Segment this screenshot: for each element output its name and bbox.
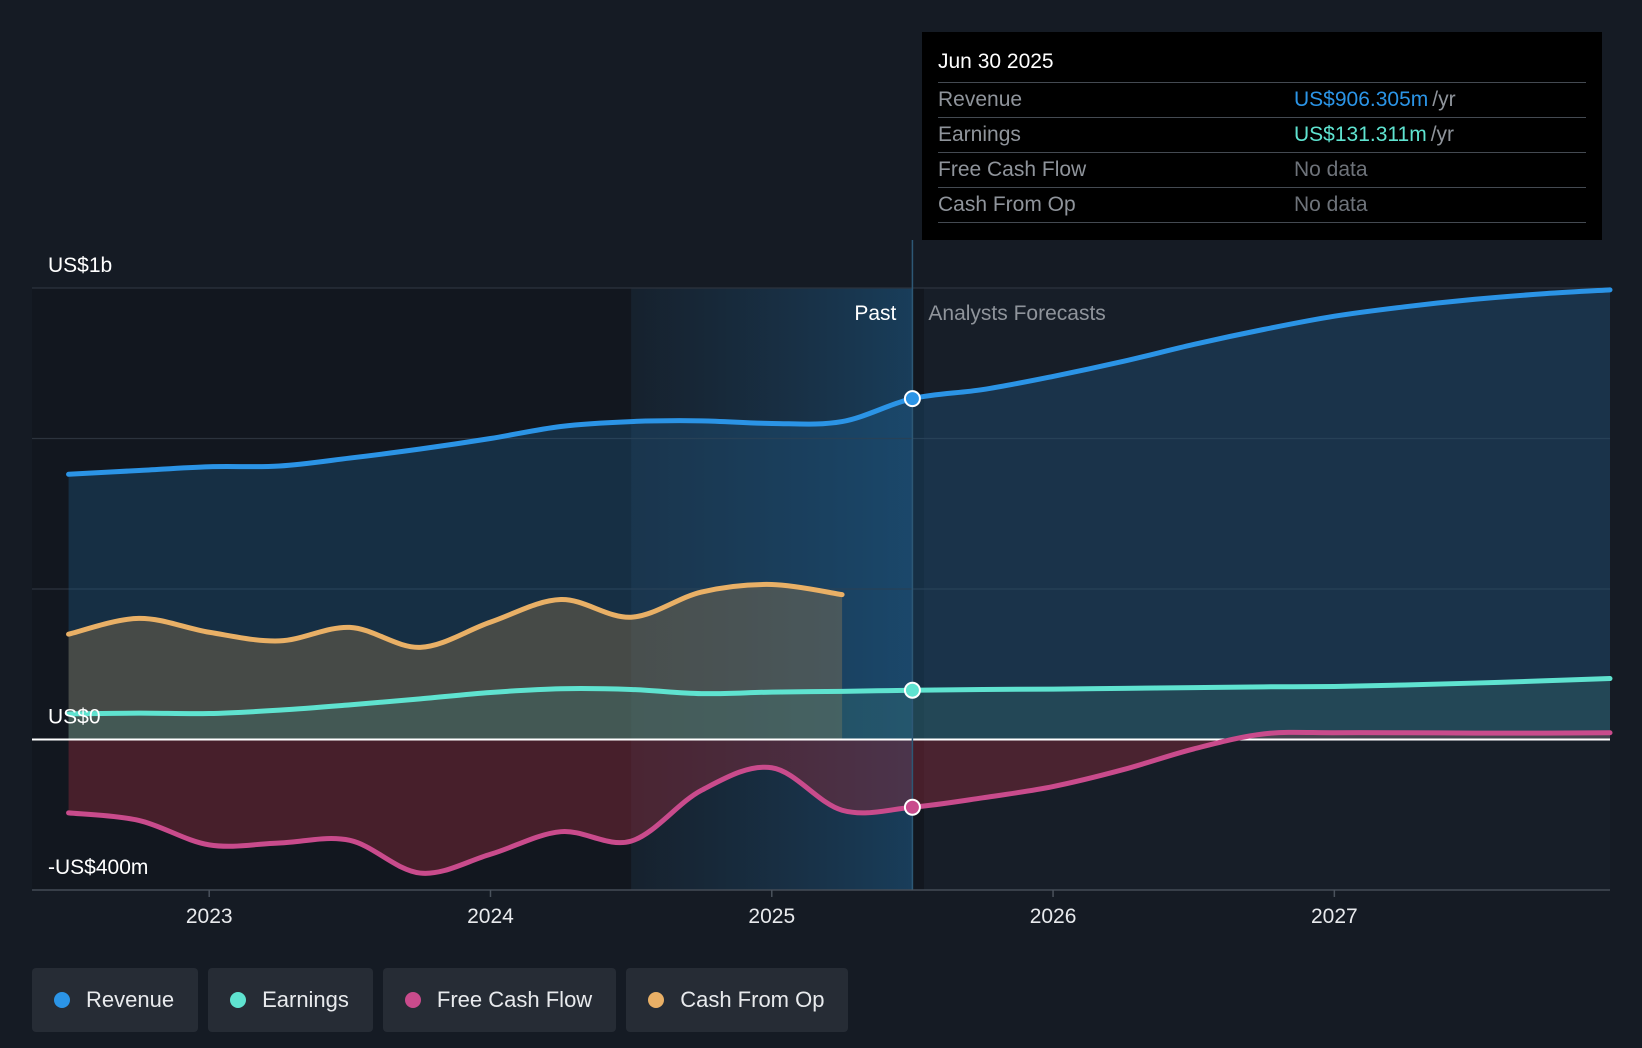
series-areas [68,289,1610,874]
series-lines [66,287,1613,876]
tooltip-value: US$906.305m [1294,88,1429,111]
x-tick-label: 2027 [1311,905,1358,928]
legend-item-revenue[interactable]: Revenue [32,968,199,1032]
tooltip-label: Cash From Op [938,193,1076,216]
earnings-line [66,676,1613,717]
legend-dot-icon [648,992,665,1008]
legend-dot-icon [230,992,247,1008]
y-tick-label: US$0 [48,706,101,729]
legend-item-cash-from-op[interactable]: Cash From Op [626,968,849,1032]
y-tick-label: -US$400m [48,856,148,879]
legend-label: Earnings [262,987,349,1012]
tooltip-date: Jun 30 2025 [938,46,1586,83]
x-tick-label: 2023 [186,905,233,928]
free-cash-flow-area [68,732,1610,874]
earnings-area [68,678,1610,740]
tooltip-row-revenue: Revenue US$906.305m/yr [938,83,1586,118]
forecast-label: Analysts Forecasts [928,302,1105,325]
axis-ticks: 2023 2024 2025 2026 2027 US$1b US$0 -US$400m [32,254,1610,928]
legend-item-earnings[interactable]: Earnings [208,968,373,1032]
free-cash-flow-line [66,729,1613,876]
legend: Revenue Earnings Free Cash Flow Cash Fro… [32,968,849,1032]
series-markers [903,390,921,816]
tooltip: Jun 30 2025 Revenue US$906.305m/yr Earni… [922,32,1602,240]
legend-label: Cash From Op [680,987,825,1012]
revenue-area [68,289,1610,740]
tooltip-unit: /yr [1430,123,1455,146]
y-tick-label: US$1b [48,254,112,277]
legend-item-free-cash-flow[interactable]: Free Cash Flow [382,968,617,1032]
revenue-marker [903,390,921,408]
tooltip-row-cash-from-op: Cash From Op No data [938,188,1586,223]
tooltip-value: No data [1294,193,1368,216]
legend-label: Revenue [86,987,175,1012]
tooltip-unit: /yr [1432,88,1456,111]
earnings-marker [903,681,921,699]
revenue-line [66,287,1613,477]
free-cash-flow-marker [903,798,921,816]
tooltip-row-earnings: Earnings US$131.311m/yr [938,118,1586,153]
cash-from-op-area [68,584,843,740]
x-tick-label: 2024 [467,905,514,928]
tooltip-label: Revenue [938,88,1023,111]
legend-label: Free Cash Flow [436,987,593,1012]
tooltip-value: US$131.311m [1294,123,1427,146]
x-tick-label: 2026 [1030,905,1077,928]
tooltip-label: Earnings [938,123,1021,146]
past-label: Past [854,302,896,325]
tooltip-row-free-cash-flow: Free Cash Flow No data [938,153,1586,188]
tooltip-value: No data [1294,158,1368,181]
legend-dot-icon [404,992,421,1008]
legend-dot-icon [54,992,70,1008]
x-tick-label: 2025 [748,905,795,928]
cash-from-op-line [66,581,845,650]
tooltip-label: Free Cash Flow [938,158,1087,181]
